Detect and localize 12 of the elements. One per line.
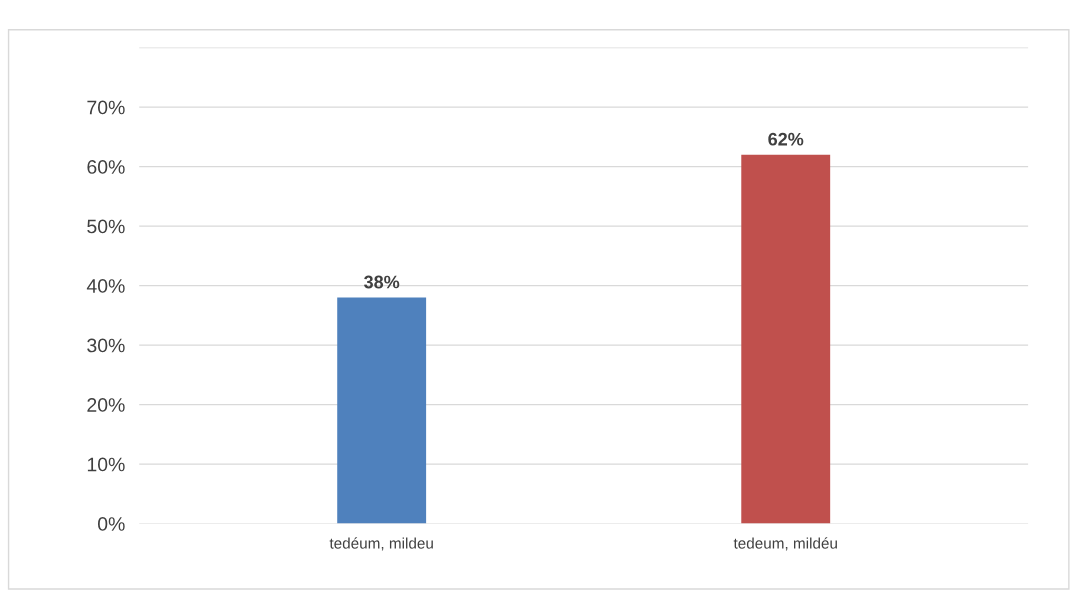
data-label: 62% <box>768 132 804 146</box>
y-tick-label: 60% <box>87 160 125 174</box>
y-tick-label: 40% <box>86 279 125 293</box>
y-tick-label: 70% <box>87 100 125 115</box>
x-tick-label: tedeum, mildéu <box>733 537 837 551</box>
y-tick-label: 0% <box>98 517 125 531</box>
x-tick-label: tedéum, mildeu <box>329 537 433 551</box>
y-tick-label: 50% <box>87 219 125 234</box>
y-tick-label: 30% <box>87 338 125 353</box>
data-label: 38% <box>364 275 400 289</box>
y-tick-label: 20% <box>87 398 125 412</box>
y-tick-label: 10% <box>87 457 125 472</box>
